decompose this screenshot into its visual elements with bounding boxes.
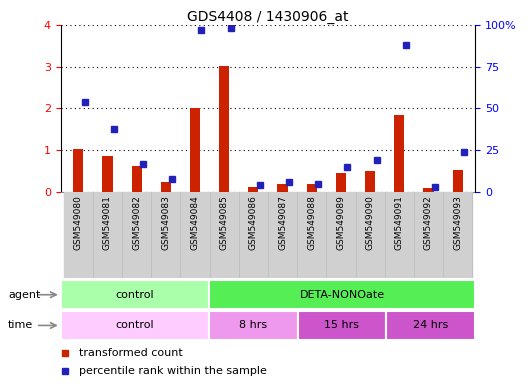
Text: GSM549083: GSM549083	[161, 195, 171, 250]
Text: GSM549086: GSM549086	[249, 195, 258, 250]
Bar	[443, 192, 472, 278]
Bar	[277, 184, 288, 192]
Text: control: control	[116, 290, 154, 300]
Bar	[386, 311, 475, 340]
Bar	[336, 173, 346, 192]
Bar	[73, 149, 83, 192]
Bar	[131, 166, 142, 192]
Text: percentile rank within the sample: percentile rank within the sample	[79, 366, 267, 376]
Bar	[181, 192, 210, 278]
Bar	[452, 170, 463, 192]
Text: GSM549080: GSM549080	[74, 195, 83, 250]
Text: GSM549081: GSM549081	[103, 195, 112, 250]
Text: 24 hrs: 24 hrs	[413, 320, 448, 331]
Bar	[365, 171, 375, 192]
Bar	[385, 192, 414, 278]
Text: GSM549090: GSM549090	[365, 195, 375, 250]
Bar	[190, 108, 200, 192]
Bar	[268, 192, 297, 278]
Bar	[209, 311, 298, 340]
Bar	[239, 192, 268, 278]
Bar	[414, 192, 443, 278]
Bar	[151, 192, 181, 278]
Bar	[298, 311, 386, 340]
Text: GSM549084: GSM549084	[191, 195, 200, 250]
Text: GSM549092: GSM549092	[424, 195, 433, 250]
Bar	[248, 187, 259, 192]
Bar	[307, 184, 317, 192]
Bar	[93, 192, 122, 278]
Bar	[122, 192, 151, 278]
Text: 15 hrs: 15 hrs	[325, 320, 360, 331]
Bar	[161, 182, 171, 192]
Bar	[297, 192, 326, 278]
Text: agent: agent	[8, 290, 40, 300]
Text: GSM549089: GSM549089	[336, 195, 345, 250]
Text: GSM549085: GSM549085	[220, 195, 229, 250]
Bar	[219, 66, 229, 192]
Bar	[326, 192, 355, 278]
Bar	[209, 280, 475, 309]
Bar	[423, 188, 433, 192]
Bar	[210, 192, 239, 278]
Text: DETA-NONOate: DETA-NONOate	[299, 290, 384, 300]
Text: GSM549088: GSM549088	[307, 195, 316, 250]
Text: GDS4408 / 1430906_at: GDS4408 / 1430906_at	[187, 10, 348, 23]
Text: transformed count: transformed count	[79, 348, 183, 358]
Bar	[61, 280, 209, 309]
Text: control: control	[116, 320, 154, 331]
Text: GSM549091: GSM549091	[395, 195, 404, 250]
Bar	[61, 311, 209, 340]
Bar	[355, 192, 385, 278]
Text: GSM549087: GSM549087	[278, 195, 287, 250]
Text: GSM549082: GSM549082	[132, 195, 141, 250]
Text: GSM549093: GSM549093	[453, 195, 462, 250]
Bar	[64, 192, 93, 278]
Text: time: time	[8, 320, 33, 331]
Bar	[394, 115, 404, 192]
Text: 8 hrs: 8 hrs	[239, 320, 267, 331]
Bar	[102, 156, 112, 192]
